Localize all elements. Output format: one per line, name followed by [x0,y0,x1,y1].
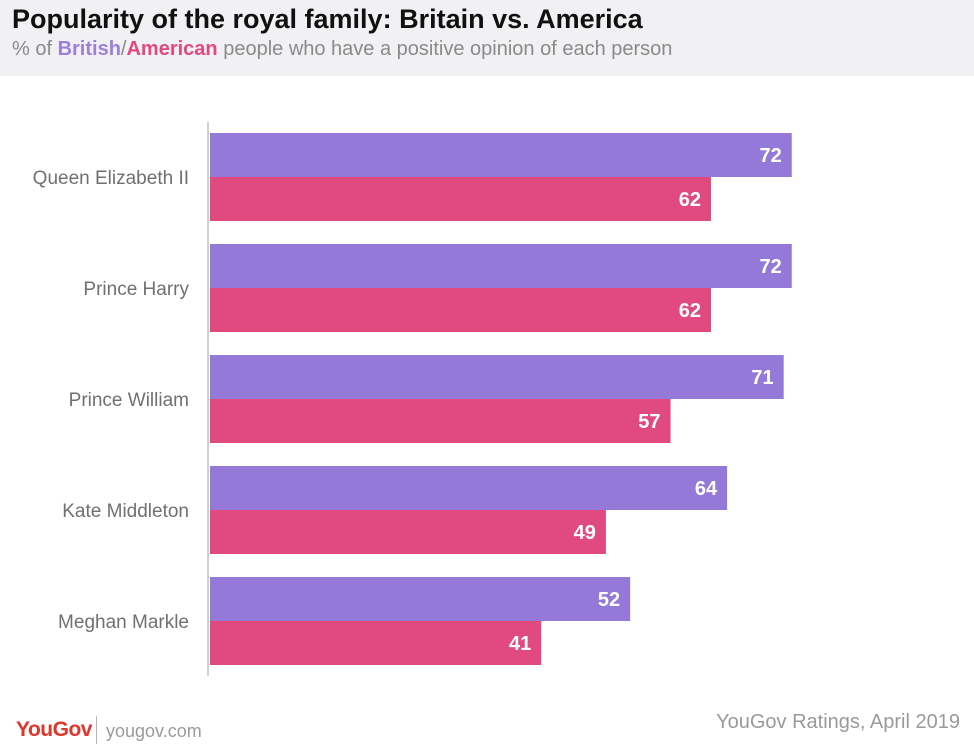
american-value-label: 62 [679,300,701,322]
american-bar-kate-middleton [210,510,606,554]
british-value-label: 72 [760,256,782,278]
british-bar-queen-elizabeth-ii [210,133,792,177]
category-label-queen-elizabeth-ii: Queen Elizabeth II [33,168,189,189]
british-value-label: 72 [760,145,782,167]
source-note: YouGov Ratings, April 2019 [716,711,960,733]
chart-subtitle: % of British/American people who have a … [12,38,672,61]
british-value-label: 71 [751,367,773,389]
category-label-prince-william: Prince William [69,390,189,411]
subtitle-american-key: American [126,38,218,60]
british-value-label: 52 [598,589,620,611]
chart-title: Popularity of the royal family: Britain … [12,4,643,34]
footer-site-link[interactable]: yougov.com [106,721,202,741]
british-bar-meghan-markle [210,577,631,621]
footer-divider [96,716,97,744]
subtitle-suffix: people who have a positive opinion of ea… [217,38,673,60]
category-label-meghan-markle: Meghan Markle [58,612,189,633]
american-value-label: 41 [509,633,531,655]
american-value-label: 62 [679,189,701,211]
british-value-label: 64 [695,478,718,500]
subtitle-slash: / [120,38,127,60]
british-bar-prince-william [210,355,784,399]
american-value-label: 57 [638,411,660,433]
american-bar-prince-harry [210,288,711,332]
category-label-kate-middleton: Kate Middleton [62,501,189,522]
american-bar-prince-william [210,399,671,443]
american-value-label: 49 [574,522,596,544]
yougov-logo: YouGov [16,718,92,741]
american-bar-meghan-markle [210,621,542,665]
subtitle-british-key: British [57,38,121,60]
american-bar-queen-elizabeth-ii [210,177,711,221]
bar-chart: Queen Elizabeth II 72 62 Prince Harry 72 62 Pr… [33,122,792,676]
british-bar-kate-middleton [210,466,728,510]
subtitle-prefix: % of [12,38,58,60]
category-label-prince-harry: Prince Harry [83,279,189,300]
british-bar-prince-harry [210,244,792,288]
header-banner: Popularity of the royal family: Britain … [0,0,974,76]
